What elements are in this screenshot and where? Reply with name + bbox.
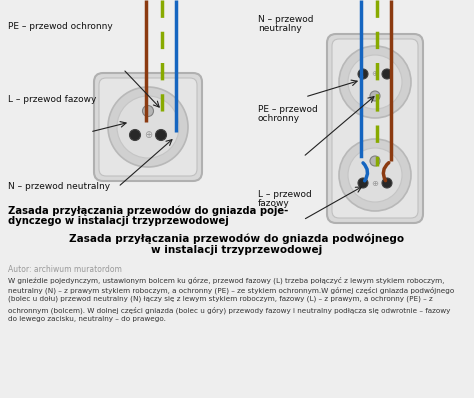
FancyBboxPatch shape (94, 73, 202, 181)
Text: fazowy: fazowy (258, 199, 290, 208)
Text: ochronnym (bolcem). W dolnej części gniazda (bolec u góry) przewody fazowy i neu: ochronnym (bolcem). W dolnej części gnia… (8, 306, 450, 314)
Text: neutralny: neutralny (258, 24, 302, 33)
Text: L – przewod: L – przewod (258, 190, 312, 199)
Text: do lewego zacisku, neutralny – do prawego.: do lewego zacisku, neutralny – do praweg… (8, 316, 166, 322)
Circle shape (348, 55, 402, 109)
Text: w instalacji trzyprzewodowej: w instalacji trzyprzewodowej (151, 245, 323, 255)
Text: Zasada przyłączania przewodów do gniazda podwójnego: Zasada przyłączania przewodów do gniazda… (69, 234, 405, 244)
Circle shape (129, 129, 140, 140)
Text: ⊕: ⊕ (144, 130, 152, 140)
Circle shape (358, 69, 368, 79)
Circle shape (108, 87, 188, 167)
Text: neutralny (N) – z prawym stykiem roboczym, a ochronny (PE) – ze stykiem ochronny: neutralny (N) – z prawym stykiem roboczy… (8, 286, 454, 293)
Text: ochronny: ochronny (258, 114, 300, 123)
Text: (bolec u dołu) przewod neutralny (N) łączy się z lewym stykiem roboczym, fazowy : (bolec u dołu) przewod neutralny (N) łąc… (8, 296, 433, 302)
FancyBboxPatch shape (99, 78, 197, 176)
Text: ⊕: ⊕ (372, 178, 379, 187)
Circle shape (117, 96, 179, 158)
Text: PE – przewod ochronny: PE – przewod ochronny (8, 22, 113, 31)
Text: dynczego w instalacji trzyprzewodowej: dynczego w instalacji trzyprzewodowej (8, 216, 229, 226)
Text: PE – przewod: PE – przewod (258, 105, 318, 114)
Text: N – przewod: N – przewod (258, 15, 313, 24)
Circle shape (370, 91, 380, 101)
FancyBboxPatch shape (332, 39, 418, 218)
Text: Autor: archiwum muratordom: Autor: archiwum muratordom (8, 265, 122, 274)
Circle shape (382, 178, 392, 188)
Circle shape (339, 46, 411, 118)
Text: Zasada przyłączania przewodów do gniazda poje-: Zasada przyłączania przewodów do gniazda… (8, 205, 288, 215)
Text: ⊕: ⊕ (372, 70, 379, 78)
Text: W gnieźdie pojedynczym, ustawionym bolcem ku górze, przewod fazowy (L) trzeba po: W gnieźdie pojedynczym, ustawionym bolce… (8, 276, 444, 283)
FancyBboxPatch shape (327, 34, 423, 223)
Circle shape (143, 105, 154, 117)
Circle shape (339, 139, 411, 211)
Text: N – przewod neutralny: N – przewod neutralny (8, 182, 110, 191)
Circle shape (382, 69, 392, 79)
Circle shape (155, 129, 166, 140)
Circle shape (370, 156, 380, 166)
Text: L – przewod fazowy: L – przewod fazowy (8, 95, 96, 104)
Circle shape (348, 148, 402, 202)
Circle shape (358, 178, 368, 188)
